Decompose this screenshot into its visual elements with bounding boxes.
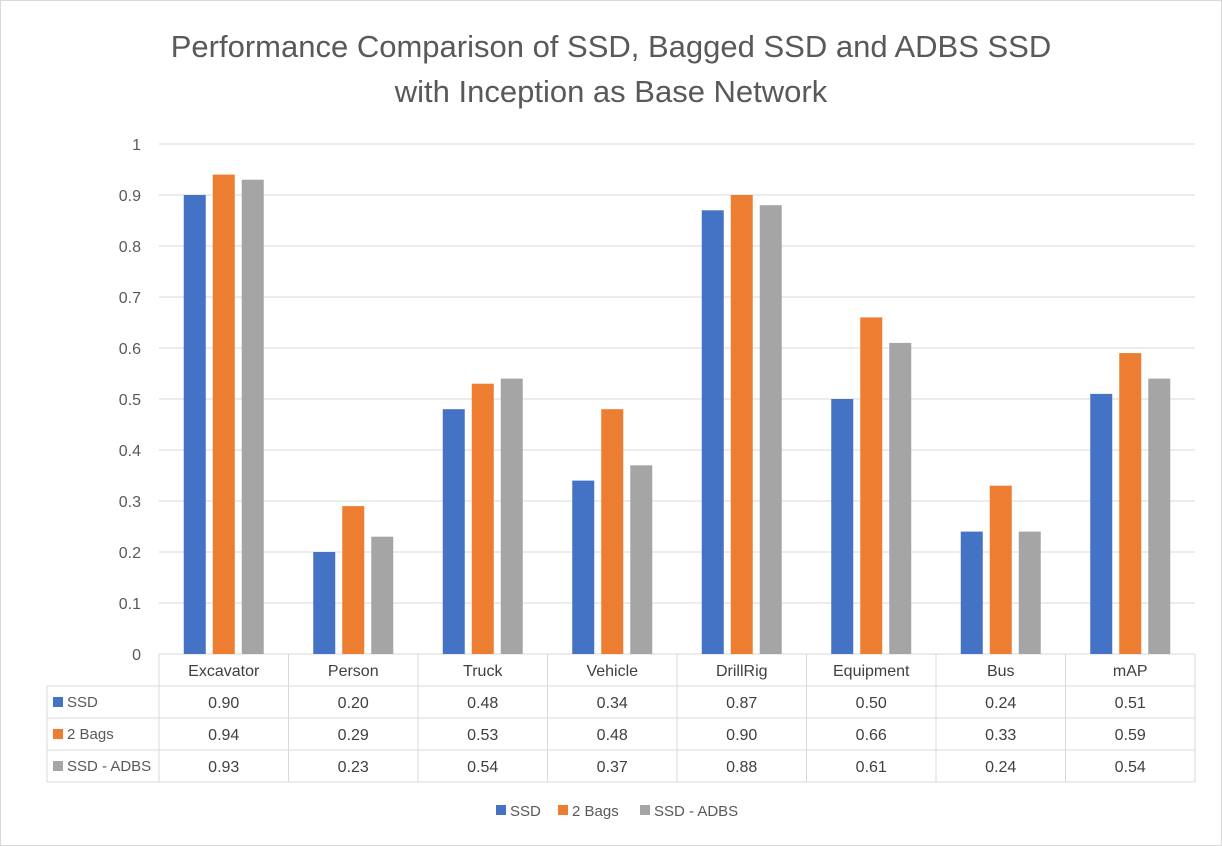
category-label: Equipment [833,663,910,680]
bar [500,378,523,654]
data-label: 0.29 [338,727,369,744]
bar [701,210,724,655]
data-label: 0.93 [208,759,239,776]
data-table: Excavator Person Truck Vehicle DrillRig Equip… [46,654,1196,783]
data-label: 0.37 [597,759,628,776]
bar [371,536,394,654]
data-label: 0.24 [985,695,1016,712]
bar [889,342,912,654]
category-label: mAP [1113,663,1148,680]
category-label: Truck [463,663,503,680]
y-tick-label: 0.9 [119,188,141,205]
chart-title-line-1: Performance Comparison of SSD, Bagged SS… [171,29,1052,64]
bar [1148,378,1171,654]
bar [601,409,624,654]
data-label: 0.34 [597,695,628,712]
bar [212,174,235,654]
chart-title-line-2: with Inception as Base Network [394,74,828,109]
bar [1090,393,1113,654]
data-label: 0.20 [338,695,369,712]
data-label: 0.50 [856,695,887,712]
table-legend-key [53,761,63,771]
y-tick-label: 0.4 [119,443,141,460]
y-tick-label: 1 [132,137,141,154]
table-legend-key [53,697,63,707]
data-label: 0.54 [1115,759,1146,776]
chart-title: Performance Comparison of SSD, Bagged SS… [171,29,1052,109]
y-tick-label: 0 [132,647,141,664]
y-tick-label: 0.3 [119,494,141,511]
y-axis-ticks: 0 0.1 0.2 0.3 0.4 0.5 0.6 0.7 0.8 0.9 1 [119,137,141,664]
legend-swatch [640,805,650,815]
data-label: 0.48 [597,727,628,744]
y-tick-label: 0.2 [119,545,141,562]
y-tick-label: 0.8 [119,239,141,256]
bar [1018,531,1041,654]
bar [960,531,983,654]
bar [831,399,854,654]
y-tick-label: 0.6 [119,341,141,358]
data-label: 0.53 [467,727,498,744]
bar [630,465,653,654]
table-row-label: 2 Bags [67,726,114,743]
bar [860,317,883,654]
data-label: 0.51 [1115,695,1146,712]
bar [759,205,782,654]
legend-label: 2 Bags [572,803,619,820]
legend-item: SSD - ADBS [640,803,738,820]
series-ssd [183,195,1113,655]
bar [342,506,365,654]
legend-label: SSD [510,803,541,820]
bar [572,480,595,654]
data-label: 0.87 [726,695,757,712]
table-legend-key [53,729,63,739]
category-label: Bus [987,663,1015,680]
data-label: 0.23 [338,759,369,776]
bar-series [183,174,1171,655]
data-label: 0.90 [208,695,239,712]
bar [1119,353,1142,654]
y-tick-label: 0.5 [119,392,141,409]
y-tick-label: 0.7 [119,290,141,307]
y-tick-label: 0.1 [119,596,141,613]
bar [989,485,1012,654]
data-label: 0.94 [208,727,239,744]
legend-swatch [558,805,568,815]
legend-item: SSD [496,803,541,820]
data-label: 0.61 [856,759,887,776]
table-row-label: SSD [67,694,98,711]
data-label: 0.24 [985,759,1016,776]
legend-swatch [496,805,506,815]
bar [442,409,465,654]
data-label: 0.54 [467,759,498,776]
category-label: DrillRig [716,663,768,680]
data-label: 0.48 [467,695,498,712]
category-label: Excavator [188,663,260,680]
data-label: 0.88 [726,759,757,776]
category-label: Vehicle [586,663,638,680]
data-label: 0.90 [726,727,757,744]
series-2-bags [212,174,1142,654]
series-ssd-adbs [241,179,1171,654]
data-label: 0.59 [1115,727,1146,744]
data-label: 0.33 [985,727,1016,744]
legend-item: 2 Bags [558,803,619,820]
legend-label: SSD - ADBS [654,803,738,820]
category-label: Person [328,663,379,680]
legend: SSD 2 Bags SSD - ADBS [496,803,738,820]
bar [730,195,753,654]
data-label: 0.66 [856,727,887,744]
bar [241,179,264,654]
bar [313,552,336,654]
bar [183,195,206,654]
bar [471,383,494,654]
table-row-label: SSD - ADBS [67,758,151,775]
